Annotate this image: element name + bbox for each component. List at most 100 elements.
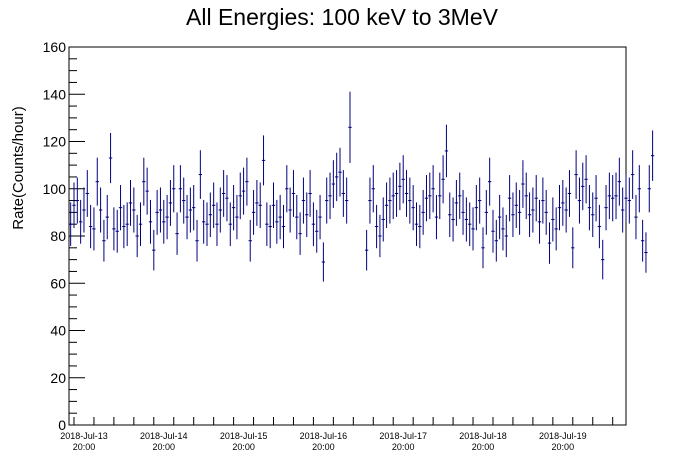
data-point: [418, 204, 422, 249]
data-point: [601, 239, 605, 280]
data-point: [597, 204, 602, 249]
data-point: [198, 150, 203, 199]
data-point: [148, 199, 153, 244]
data-points: [69, 91, 655, 282]
data-point: [95, 157, 99, 206]
data-point: [125, 202, 129, 246]
data-point: [494, 219, 498, 262]
data-point: [591, 192, 595, 238]
data-point: [255, 180, 259, 226]
data-point: [607, 172, 612, 220]
data-point: [424, 175, 429, 222]
data-point: [128, 180, 133, 226]
data-point: [521, 160, 525, 208]
data-point: [611, 175, 615, 222]
data-point: [135, 214, 139, 258]
data-point: [341, 170, 346, 217]
data-point: [192, 184, 196, 231]
x-tick-label-time: 20:00: [312, 442, 335, 452]
data-point: [115, 209, 119, 253]
data-point: [265, 202, 269, 246]
data-point: [168, 180, 173, 226]
data-point: [451, 197, 455, 242]
data-point: [634, 194, 638, 240]
data-point: [617, 157, 622, 206]
plot-frame: [68, 46, 627, 426]
data-point: [468, 202, 472, 246]
data-point: [205, 202, 209, 246]
data-point: [408, 177, 412, 224]
data-point: [364, 229, 369, 271]
data-point: [431, 165, 435, 213]
data-point: [331, 160, 336, 208]
data-point: [524, 172, 528, 220]
data-point: [458, 172, 462, 220]
data-point: [461, 189, 465, 235]
data-point: [338, 147, 342, 197]
data-point: [534, 175, 538, 222]
data-point: [98, 187, 103, 233]
data-point: [122, 204, 126, 249]
data-point: [335, 152, 339, 202]
data-point: [88, 204, 93, 249]
data-point: [517, 189, 522, 235]
data-point: [501, 207, 505, 251]
y-tick-label: 40: [50, 323, 66, 339]
data-point: [285, 165, 289, 213]
data-point: [215, 202, 219, 246]
data-point: [574, 150, 578, 199]
data-point: [85, 170, 89, 217]
data-point: [571, 227, 575, 269]
data-point: [527, 192, 532, 238]
data-point: [368, 177, 372, 224]
data-point: [178, 165, 183, 213]
data-point: [281, 204, 286, 249]
data-point: [464, 197, 469, 242]
data-point: [624, 175, 628, 222]
data-point: [644, 232, 648, 273]
data-point: [118, 184, 123, 231]
data-point: [414, 202, 419, 246]
data-point: [584, 155, 588, 204]
data-point: [567, 170, 572, 217]
data-point: [258, 182, 262, 229]
data-point: [138, 202, 143, 246]
data-point: [491, 209, 495, 253]
data-point: [630, 150, 635, 199]
data-point: [421, 189, 425, 235]
y-tick-label: 140: [43, 86, 67, 102]
data-point: [428, 172, 432, 220]
data-point: [454, 180, 459, 226]
data-point: [271, 182, 276, 229]
data-point: [278, 194, 282, 240]
data-point: [474, 184, 479, 231]
data-point: [72, 182, 76, 229]
data-point: [378, 214, 382, 258]
data-point: [175, 212, 179, 255]
data-point: [577, 177, 582, 224]
data-point: [391, 172, 395, 220]
data-point: [231, 184, 236, 231]
data-point: [308, 170, 312, 217]
data-point: [165, 194, 169, 240]
y-axis: 0 20 40 60 80 100 120 140 160: [43, 39, 85, 433]
data-point: [69, 202, 73, 246]
data-point: [557, 184, 562, 231]
data-point: [241, 167, 246, 215]
chart-title: All Energies: 100 keV to 3MeV: [186, 4, 499, 30]
data-point: [261, 135, 266, 186]
data-point: [145, 167, 149, 215]
data-point: [172, 165, 176, 213]
x-axis: 2018-Jul-1320:002018-Jul-1420:002018-Jul…: [60, 417, 614, 452]
data-point: [448, 192, 452, 238]
data-point: [105, 194, 109, 240]
data-point: [507, 175, 512, 222]
data-point: [301, 177, 306, 224]
data-point: [487, 157, 492, 206]
data-point: [650, 130, 655, 181]
data-point: [142, 157, 146, 206]
data-point: [132, 187, 136, 233]
y-tick-label: 60: [50, 275, 66, 291]
x-tick-label-date: 2018-Jul-15: [220, 431, 268, 441]
data-point: [228, 202, 232, 246]
